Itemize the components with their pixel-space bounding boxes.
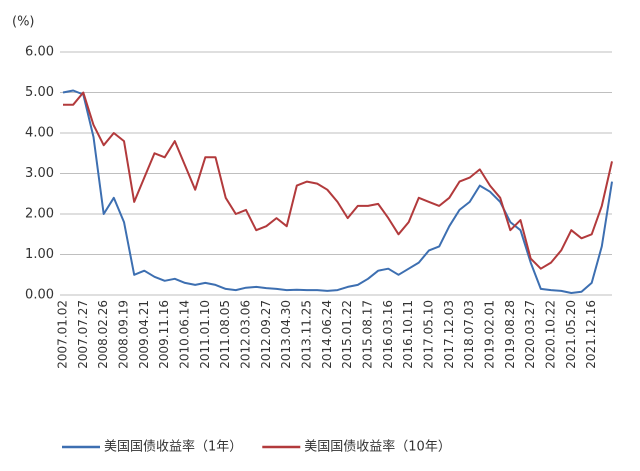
x-tick-label: 2016.03.16 [381,300,395,369]
y-tick-label: 1.00 [25,247,54,262]
x-tick-label: 2020.10.22 [544,300,558,369]
y-tick-label: 5.00 [25,85,54,100]
x-tick-label: 2012.03.06 [239,300,253,369]
x-tick-label: 2009.11.16 [157,300,171,369]
x-tick-label: 2008.02.26 [96,300,110,369]
x-tick-label: 2007.07.27 [76,300,90,369]
x-tick-label: 2015.08.17 [361,300,375,369]
x-tick-label: 2020.03.27 [523,300,537,369]
x-tick-label: 2019.08.28 [503,300,517,369]
legend-label: 美国国债收益率（10年） [304,439,451,455]
x-tick-label: 2011.08.05 [218,300,232,369]
x-tick-label: 2021.12.16 [584,300,598,369]
x-tick-label: 2011.01.10 [198,300,212,369]
y-tick-label: 2.00 [25,207,54,222]
x-tick-label: 2017.12.03 [442,300,456,369]
x-tick-label: 2016.10.11 [401,300,415,369]
x-tick-label: 2018.07.03 [462,300,476,369]
line-series [63,91,613,270]
line-series [62,89,613,294]
y-tick-label: 4.00 [25,126,54,141]
y-tick-label: 3.00 [25,166,54,181]
x-tick-label: 2015.01.22 [340,300,354,369]
x-tick-label: 2021.05.20 [564,300,578,369]
x-tick-label: 2013.11.25 [300,300,314,369]
x-tick-label: 2007.01.02 [56,300,70,369]
x-tick-label: 2012.09.27 [259,300,273,369]
y-tick-label: 6.00 [25,45,54,60]
legend-label: 美国国债收益率（1年） [104,439,242,455]
x-tick-label: 2019.02.01 [483,300,497,369]
x-tick-label: 2009.04.21 [137,300,151,369]
x-tick-label: 2014.06.24 [320,300,334,369]
x-tick-label: 2013.04.30 [279,300,293,369]
x-tick-label: 2017.05.10 [422,300,436,369]
y-axis-label: (%) [12,15,35,30]
x-tick-label: 2010.06.14 [178,300,192,369]
x-tick-label: 2008.09.19 [117,300,131,369]
y-tick-label: 0.00 [25,288,54,303]
